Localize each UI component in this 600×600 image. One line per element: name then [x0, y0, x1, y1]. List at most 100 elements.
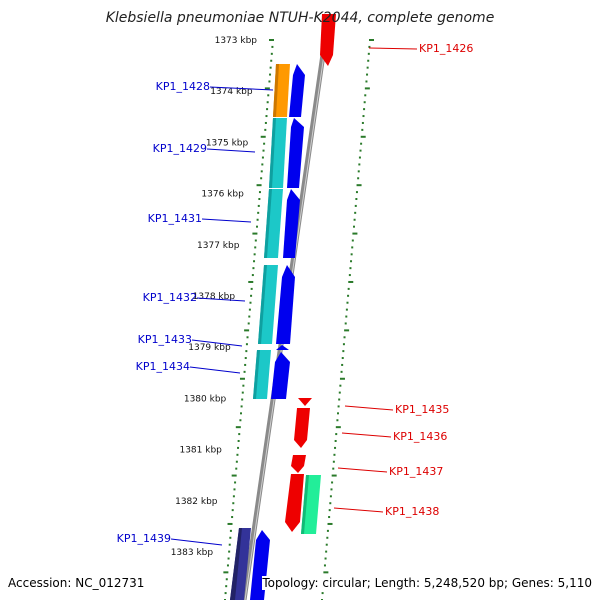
gene-label-line-1436 — [341, 432, 392, 438]
tick-mark — [357, 177, 360, 180]
tick-mark — [349, 267, 352, 270]
tick-mark — [239, 419, 242, 422]
tick-mark — [328, 509, 331, 512]
tick-mark — [254, 246, 257, 249]
tick-mark — [239, 377, 245, 380]
tick-mark — [366, 73, 369, 76]
tick-mark — [243, 370, 246, 373]
cds-block-1429-shade — [269, 118, 276, 188]
tick-mark — [232, 495, 235, 498]
gene-label-kp1-1436[interactable]: KP1_1436 — [393, 430, 447, 443]
tick-mark — [337, 405, 340, 408]
tick-mark — [241, 398, 244, 401]
tick-mark — [329, 495, 332, 498]
cds-block-1432-shade — [258, 265, 267, 344]
gene-label-line-1432 — [196, 297, 246, 302]
tick-mark — [331, 481, 334, 484]
tick-mark — [351, 239, 354, 242]
tick-mark — [346, 301, 349, 304]
tick-mark — [225, 578, 228, 581]
tick-mark — [341, 363, 344, 366]
gene-arrow-1437 — [291, 455, 306, 473]
tick-mark — [265, 115, 268, 118]
gene-labels: KP1_1428 KP1_1429 KP1_1431 KP1_1432 KP1_… — [117, 42, 473, 546]
tick-mark — [332, 467, 335, 470]
tick-mark — [232, 502, 235, 505]
gene-label-line-1426 — [368, 47, 418, 50]
tick-mark — [269, 39, 274, 41]
tick-mark — [242, 384, 245, 387]
gene-arrow-1436 — [294, 408, 310, 448]
gene-label-kp1-1434[interactable]: KP1_1434 — [136, 360, 190, 373]
tick-mark — [269, 66, 272, 69]
tick-mark — [252, 232, 258, 235]
tick-mark — [329, 502, 332, 505]
tick-mark — [353, 225, 355, 228]
tick-mark — [244, 357, 247, 360]
tick-mark — [341, 357, 344, 360]
tick-mark — [224, 592, 227, 595]
gene-label-kp1-1433[interactable]: KP1_1433 — [138, 333, 192, 346]
scale-label: 1378 kbp — [193, 292, 236, 302]
tick-mark — [331, 474, 337, 477]
tick-mark — [363, 108, 366, 111]
gene-arrow-1433 — [276, 345, 289, 350]
tick-mark — [260, 177, 263, 180]
gene-label-kp1-1432[interactable]: KP1_1432 — [143, 291, 197, 304]
tick-mark — [258, 191, 261, 194]
tick-mark — [356, 184, 362, 187]
page-title: Klebsiella pneumoniae NTUH-K2044, comple… — [105, 10, 495, 26]
tick-mark — [233, 488, 236, 491]
tick-mark — [347, 287, 350, 290]
cds-block-1434-shade — [253, 350, 260, 399]
gene-arrow-1435 — [298, 398, 312, 406]
gene-label-kp1-1435[interactable]: KP1_1435 — [395, 403, 449, 416]
gene-label-kp1-1431[interactable]: KP1_1431 — [148, 212, 202, 225]
tick-mark — [244, 329, 250, 332]
gene-arrow-1429 — [287, 118, 304, 188]
tick-mark — [235, 467, 238, 470]
gene-label-kp1-1426[interactable]: KP1_1426 — [419, 42, 473, 55]
tick-mark — [323, 564, 326, 567]
tick-mark — [240, 412, 242, 415]
scale-label: 1380 kbp — [184, 394, 227, 404]
tick-mark — [263, 142, 266, 145]
tick-mark — [253, 253, 256, 256]
tick-mark — [342, 343, 345, 346]
tick-mark — [235, 460, 238, 463]
gene-label-kp1-1437[interactable]: KP1_1437 — [389, 465, 443, 478]
tick-mark — [351, 246, 354, 249]
tick-mark — [241, 391, 244, 394]
gene-arrow-1438 — [285, 474, 304, 532]
gene-label-kp1-1429[interactable]: KP1_1429 — [153, 142, 207, 155]
tick-mark — [229, 536, 232, 539]
tick-mark — [240, 405, 243, 408]
tick-mark — [236, 453, 239, 456]
tick-mark — [338, 391, 341, 394]
tick-mark — [267, 94, 270, 97]
tick-mark — [327, 522, 333, 525]
tick-mark — [264, 87, 270, 90]
tick-mark — [324, 557, 327, 560]
tick-mark — [355, 191, 358, 194]
gene-label-kp1-1428[interactable]: KP1_1428 — [156, 80, 210, 93]
tick-mark — [223, 571, 229, 574]
tick-mark — [369, 39, 374, 41]
tick-mark — [262, 149, 265, 152]
tick-mark — [358, 156, 361, 159]
gene-label-line-1439 — [170, 538, 223, 546]
tick-mark — [256, 218, 259, 221]
tick-mark — [362, 115, 365, 118]
tick-mark — [231, 474, 237, 477]
tick-mark — [365, 80, 368, 83]
tick-mark — [246, 336, 249, 339]
gene-label-kp1-1439[interactable]: KP1_1439 — [117, 532, 171, 545]
tick-mark — [326, 536, 329, 539]
tick-mark — [256, 184, 262, 187]
gene-label-kp1-1438[interactable]: KP1_1438 — [385, 505, 439, 518]
tick-mark — [225, 585, 228, 588]
tick-mark — [345, 315, 348, 318]
scale-label: 1374 kbp — [210, 87, 253, 97]
scale-label: 1381 kbp — [179, 446, 222, 456]
tick-mark — [348, 274, 351, 277]
